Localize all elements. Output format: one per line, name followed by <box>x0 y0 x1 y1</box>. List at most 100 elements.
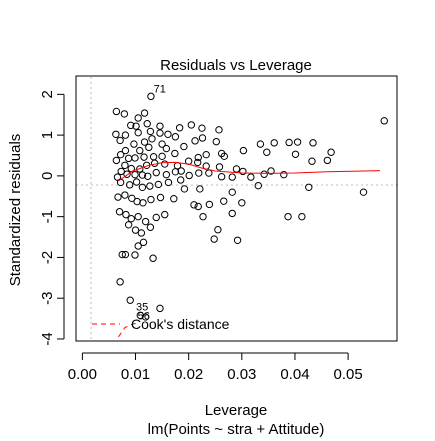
data-point <box>233 236 242 245</box>
data-point <box>298 212 306 221</box>
smooth-fit-line <box>118 161 381 182</box>
data-point <box>190 201 198 209</box>
point-label: 35 <box>136 301 148 313</box>
data-point <box>254 181 262 190</box>
data-point <box>149 254 157 262</box>
y-tick-label: 2 <box>39 90 56 98</box>
data-point <box>291 150 300 158</box>
data-point <box>115 208 124 216</box>
data-point <box>123 170 131 178</box>
data-point <box>194 158 202 167</box>
data-point <box>147 195 155 204</box>
data-point <box>161 210 169 219</box>
data-point <box>205 169 213 177</box>
data-point <box>180 185 189 193</box>
data-point <box>171 149 179 158</box>
data-point <box>124 221 133 229</box>
data-point <box>146 182 154 190</box>
data-point <box>212 137 221 146</box>
data-point <box>293 138 302 146</box>
data-point <box>130 140 138 148</box>
data-point <box>133 197 141 206</box>
y-tick-label: 1 <box>39 131 56 139</box>
data-point <box>164 178 173 187</box>
data-point <box>323 156 332 165</box>
data-point <box>143 120 151 128</box>
data-point <box>247 173 255 181</box>
data-point <box>116 136 124 145</box>
data-point <box>131 170 139 179</box>
data-point <box>112 107 121 116</box>
data-point <box>156 122 164 130</box>
data-point <box>140 153 148 161</box>
y-tick-label: -2 <box>39 251 56 264</box>
data-point <box>359 188 368 196</box>
x-axis-label: Leverage <box>205 402 268 419</box>
data-point <box>141 313 150 321</box>
data-point <box>158 140 166 148</box>
data-point <box>121 131 130 139</box>
data-point <box>112 156 121 165</box>
data-point <box>327 148 335 156</box>
data-point <box>146 127 155 136</box>
data-point <box>121 191 129 199</box>
data-point <box>187 121 196 129</box>
data-point <box>136 165 144 173</box>
data-point <box>127 214 135 223</box>
data-point <box>162 170 171 179</box>
data-point <box>239 167 247 176</box>
data-point <box>121 161 129 169</box>
data-point <box>220 197 228 205</box>
data-point <box>114 193 122 201</box>
data-point <box>156 129 164 137</box>
plot-frame <box>75 75 398 342</box>
data-point <box>196 185 204 193</box>
y-tick-label: -1 <box>39 210 56 223</box>
data-point <box>185 171 193 180</box>
data-point <box>199 212 207 221</box>
data-point <box>124 154 133 163</box>
data-point <box>194 153 202 162</box>
data-point <box>175 124 184 132</box>
data-point <box>170 195 178 203</box>
data-point <box>140 109 149 117</box>
data-point <box>112 130 120 139</box>
data-point <box>305 183 313 192</box>
cook-distance-line <box>118 323 139 338</box>
data-point <box>122 210 130 219</box>
data-point <box>228 188 236 196</box>
data-point <box>232 165 241 173</box>
data-point <box>134 212 142 221</box>
data-point <box>138 183 147 192</box>
data-point <box>198 134 207 142</box>
data-point <box>195 169 203 177</box>
data-point <box>152 168 160 177</box>
data-point <box>136 146 144 155</box>
data-point <box>267 167 275 175</box>
data-point <box>380 117 388 125</box>
data-point <box>127 121 135 130</box>
data-point <box>125 181 134 189</box>
scatter-points <box>112 92 388 321</box>
data-point <box>194 202 202 211</box>
data-point <box>131 154 139 162</box>
data-point <box>145 143 153 152</box>
data-point <box>148 135 156 143</box>
data-point <box>144 172 152 180</box>
point-label: 71 <box>154 83 166 95</box>
data-point <box>128 194 136 203</box>
data-point <box>280 170 288 179</box>
y-tick-label: -3 <box>39 292 56 305</box>
fit-lines <box>118 161 381 338</box>
y-axis-label: Standardized residuals <box>7 134 24 287</box>
axes: 0.00 0.01 0.02 0.03 0.04 0.05 -4 -3 -2 -1 0 1 2 <box>39 90 363 383</box>
data-point <box>137 229 146 237</box>
data-point <box>202 150 210 159</box>
data-point <box>156 193 165 202</box>
data-point <box>134 128 142 137</box>
data-point <box>116 278 124 286</box>
data-point <box>134 114 142 122</box>
data-point <box>138 171 147 179</box>
data-point <box>215 126 223 134</box>
